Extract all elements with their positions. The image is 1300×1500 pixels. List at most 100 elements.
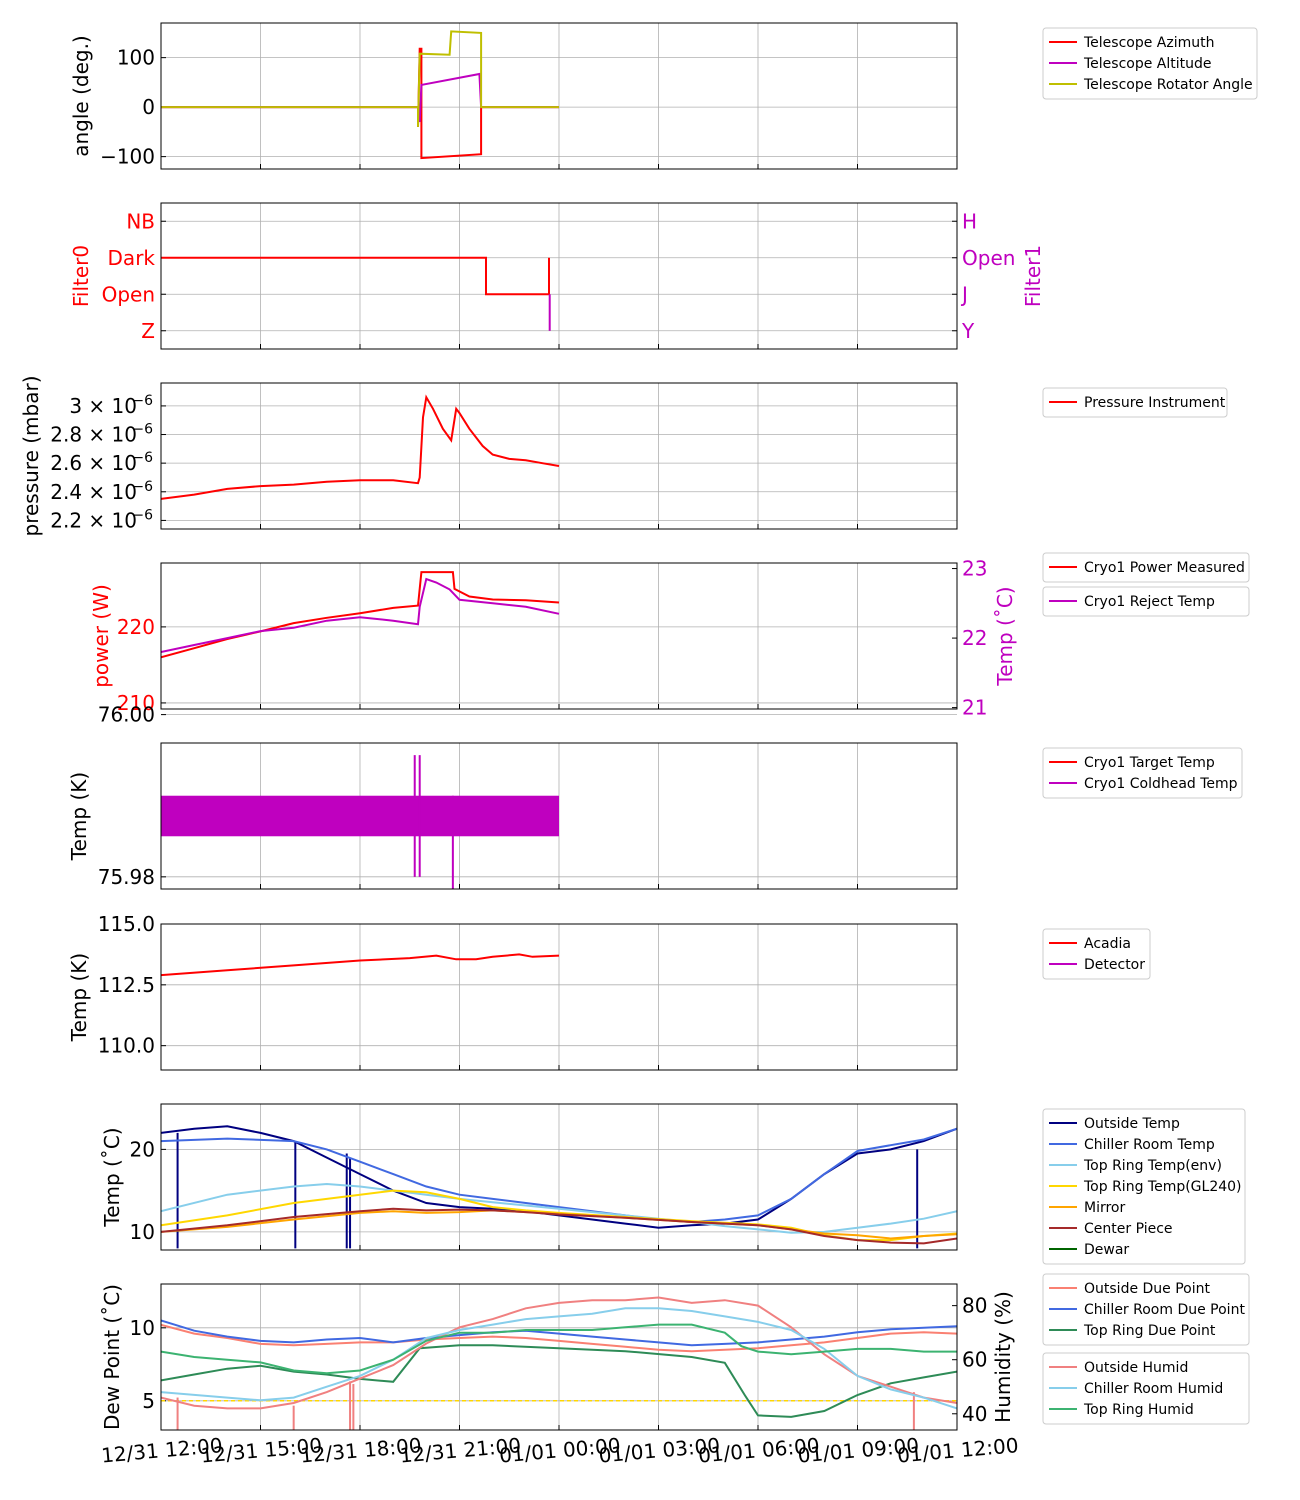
- y-tick-label: 76.00: [98, 703, 155, 727]
- data-layer: [161, 30, 559, 160]
- legend-label: Cryo1 Coldhead Temp: [1084, 776, 1238, 792]
- series-line-center-piece: [161, 1207, 957, 1245]
- data-layer: [161, 256, 551, 331]
- legend-label: Center Piece: [1084, 1221, 1173, 1237]
- y-tick-label-right: 60: [962, 1348, 987, 1372]
- legend-label: Telescope Altitude: [1083, 56, 1212, 72]
- y-tick-exponent: −6: [132, 450, 153, 466]
- legend-box: [1042, 1273, 1250, 1346]
- legend-label: Top Ring Due Point: [1083, 1323, 1216, 1339]
- legend-label: Acadia: [1084, 936, 1131, 952]
- y-tick-label-right: Open: [962, 246, 1015, 270]
- y-axis-label: Temp (K): [67, 772, 91, 861]
- data-layer: [161, 571, 560, 659]
- plot-frame: [160, 382, 958, 530]
- y-axis-label-right: Temp (˚C): [993, 586, 1017, 686]
- data-layer: [161, 1296, 957, 1430]
- y-axis-label-right: Filter1: [1021, 245, 1045, 307]
- y-axis-label: Filter0: [69, 245, 93, 307]
- y-tick-label: NB: [126, 209, 155, 233]
- y-tick-label: 20: [130, 1137, 155, 1161]
- legend: Acadia Detector: [1042, 928, 1151, 980]
- series-line-top-ring-humid: [161, 1323, 957, 1375]
- series-line-outside-due-point: [161, 1323, 957, 1353]
- legend-label: Chiller Room Due Point: [1084, 1302, 1245, 1318]
- legend: Cryo1 Power Measured Cryo1 Reject Temp: [1042, 552, 1250, 617]
- y-tick-label: 112.5: [98, 973, 155, 997]
- series-line-filter0: [161, 256, 550, 296]
- legend: Cryo1 Target Temp Cryo1 Coldhead Temp: [1042, 747, 1243, 799]
- plot-frame: [160, 923, 958, 1071]
- legend-label: Outside Humid: [1084, 1360, 1188, 1376]
- legend-box: [1042, 1108, 1246, 1265]
- y-tick-label-right: 22: [962, 626, 987, 650]
- y-axis-label: Temp (˚C): [100, 1127, 124, 1227]
- y-tick-label-right: J: [960, 282, 968, 306]
- legend-label: Outside Temp: [1084, 1116, 1180, 1132]
- y-tick-label: 210: [117, 691, 155, 715]
- y-tick-label: 10: [130, 1220, 155, 1244]
- y-tick-label: 3 × 10: [69, 394, 137, 418]
- legend-label: Top Ring Humid: [1083, 1402, 1194, 1418]
- panel-2: Z Open Dark NB YJ Open H Filter0 Filter1: [69, 202, 1045, 350]
- legend: Outside Temp Chiller Room Temp Top Ring Te…: [1042, 1108, 1246, 1265]
- y-tick-label-right: 23: [962, 557, 987, 581]
- y-axis-label-right: Humidity (%): [991, 1291, 1015, 1423]
- plot-frame: [160, 1283, 958, 1431]
- y-tick-label-right: 21: [962, 696, 987, 720]
- legend-label: Top Ring Temp(GL240): [1083, 1179, 1242, 1195]
- data-layer: [161, 953, 560, 977]
- y-tick-label: 2.4 × 10: [50, 480, 137, 504]
- legend-box: [1042, 552, 1250, 583]
- y-tick-exponent: −6: [132, 507, 153, 523]
- y-tick-exponent: −6: [132, 422, 153, 438]
- y-tick-label: −100: [100, 145, 155, 169]
- data-layer: [161, 1125, 957, 1249]
- series-line-top-ring-due-point: [161, 1344, 957, 1418]
- plot-frame: [160, 1103, 958, 1251]
- legend-label: Chiller Room Temp: [1084, 1137, 1215, 1153]
- y-tick-label-right: 80: [962, 1294, 987, 1318]
- legend-box: [1042, 1352, 1250, 1425]
- plot-frame: [160, 202, 958, 350]
- panel-6: 110.0 112.5 115.0 Temp (K) Acadia Detector: [67, 912, 1151, 1071]
- y-tick-label: 110.0: [98, 1034, 155, 1058]
- panel-3: 2.2 × 10−62.4 × 10−62.6 × 10−62.8 × 10−6…: [19, 375, 1228, 537]
- series-line-chiller-room-humid: [161, 1307, 957, 1410]
- legend-label: Pressure Instrument: [1084, 395, 1226, 411]
- y-axis-label: power (W): [89, 584, 113, 688]
- series-line-outside-humid: [161, 1296, 957, 1410]
- y-tick-label: 2.8 × 10: [50, 423, 137, 447]
- legend-label: Detector: [1084, 957, 1145, 973]
- data-layer: [161, 755, 559, 889]
- series-line-pressure-instrument: [161, 394, 560, 500]
- series-line-chiller-room-due-point: [161, 1319, 957, 1347]
- legend-box: [1042, 27, 1258, 100]
- plot-frame: [160, 562, 958, 710]
- y-tick-label: Z: [141, 319, 155, 343]
- plot-frame: [160, 22, 958, 170]
- plot-frame: [160, 742, 958, 890]
- y-axis-label: pressure (mbar): [19, 375, 43, 536]
- legend-label: Top Ring Temp(env): [1083, 1158, 1222, 1174]
- legend-label: Cryo1 Target Temp: [1084, 755, 1215, 771]
- legend: Telescope Azimuth Telescope Altitude Teles…: [1042, 27, 1258, 100]
- data-layer: [161, 394, 560, 500]
- y-tick-label-right: 40: [962, 1402, 987, 1426]
- series-line-cryo1-reject-temp: [161, 577, 560, 653]
- y-tick-label: 100: [117, 46, 155, 70]
- series-line-telescope-rotator-angle: [161, 30, 559, 127]
- legend-label: Cryo1 Power Measured: [1084, 560, 1245, 576]
- legend-label: Mirror: [1084, 1200, 1125, 1216]
- series-line-top-ring-temp-env-: [161, 1182, 957, 1234]
- legend-box: [1042, 387, 1228, 418]
- legend-label: Telescope Azimuth: [1083, 35, 1214, 51]
- legend-label: Chiller Room Humid: [1084, 1381, 1223, 1397]
- y-tick-label: 2.2 × 10: [50, 508, 137, 532]
- y-tick-label: 0: [142, 95, 155, 119]
- y-tick-label: Dark: [108, 246, 156, 270]
- y-tick-label: 220: [117, 615, 155, 639]
